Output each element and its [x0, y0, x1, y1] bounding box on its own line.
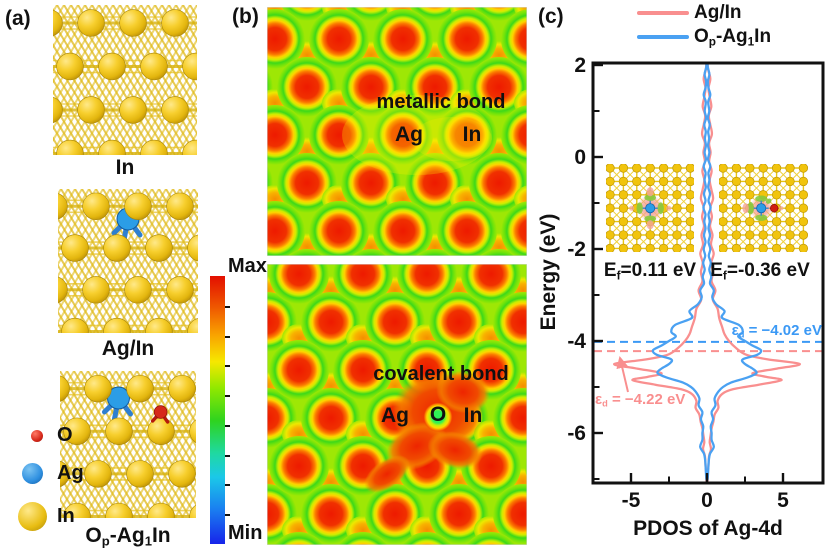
svg-text:-4: -4 [567, 330, 586, 353]
svg-text:-2: -2 [567, 238, 586, 261]
ag-in-structure-image [58, 189, 198, 333]
metallic-bond-label: metallic bond [376, 91, 506, 113]
colorbar-min-label: Min [228, 522, 263, 544]
colorbar-tick [225, 305, 230, 308]
y-axis-title: Energy (eV) [537, 213, 560, 331]
charge-density-map-metallic [267, 7, 527, 256]
covalent-bond-label: covalent bond [373, 363, 509, 385]
structure-label-ag-in: Ag/In [101, 337, 155, 360]
colorbar-tick [225, 484, 230, 487]
structure-label-op-ag1in: Op-Ag1In [85, 524, 171, 549]
svg-text:0: 0 [701, 489, 713, 512]
ag-atom-legend-dot [22, 463, 43, 484]
panel-a-label: (a) [5, 7, 31, 30]
charge-density-map-covalent [267, 264, 527, 545]
ef-label-op-ag1in: Ef=-0.36 eV [710, 260, 810, 283]
ag-atom-legend-label: Ag [57, 462, 84, 484]
ef-label-ag-in: Ef=0.11 eV [603, 260, 697, 283]
svg-text:2: 2 [574, 54, 586, 77]
panel-b-label: (b) [232, 5, 259, 28]
colorbar-tick [225, 424, 230, 427]
map1-ag-label: Ag [395, 123, 423, 146]
in-structure-image [53, 5, 197, 155]
legend-label-ag-in: Ag/In [694, 2, 742, 23]
in-atom-legend-label: In [57, 505, 75, 527]
map2-ag-label: Ag [381, 404, 409, 427]
ag-in-topview-inset [606, 164, 694, 252]
svg-text:5: 5 [777, 489, 789, 512]
colorbar-ticks [225, 276, 231, 544]
map1-in-label: In [462, 123, 482, 146]
d-band-center-annotation-blue: εd = −4.02 eV [731, 322, 822, 340]
structure-label-in: In [115, 156, 135, 179]
legend-line-op-ag1in [637, 35, 689, 39]
d-band-center-annotation-pink: εd = −4.22 eV [595, 391, 686, 409]
colorbar [210, 276, 225, 544]
svg-text:0: 0 [574, 146, 586, 169]
pdos-chart: 2 0 -2 -4 -6 -5 0 5 [567, 54, 825, 512]
colorbar-tick [225, 335, 230, 338]
op-ag1in-topview-inset [719, 164, 809, 252]
colorbar-tick [225, 454, 230, 457]
legend-line-ag-in [637, 11, 689, 15]
map2-in-label: In [463, 404, 483, 427]
op-ag1in-structure-image [60, 371, 196, 518]
o-atom-legend-label: O [57, 424, 73, 446]
colorbar-tick [225, 395, 230, 398]
colorbar-tick [225, 365, 230, 368]
colorbar-max-label: Max [228, 255, 267, 277]
map2-o-label: O [429, 403, 447, 426]
panel-c-label: (c) [538, 5, 564, 28]
in-atom-legend-dot [18, 502, 47, 531]
x-axis-title: PDOS of Ag-4d [633, 517, 783, 540]
colorbar-tick [225, 514, 230, 517]
svg-text:-5: -5 [622, 489, 641, 512]
legend-label-op-ag1in: Op-Ag1In [694, 26, 772, 49]
o-atom-legend-dot [31, 430, 43, 442]
svg-text:-6: -6 [567, 422, 586, 445]
